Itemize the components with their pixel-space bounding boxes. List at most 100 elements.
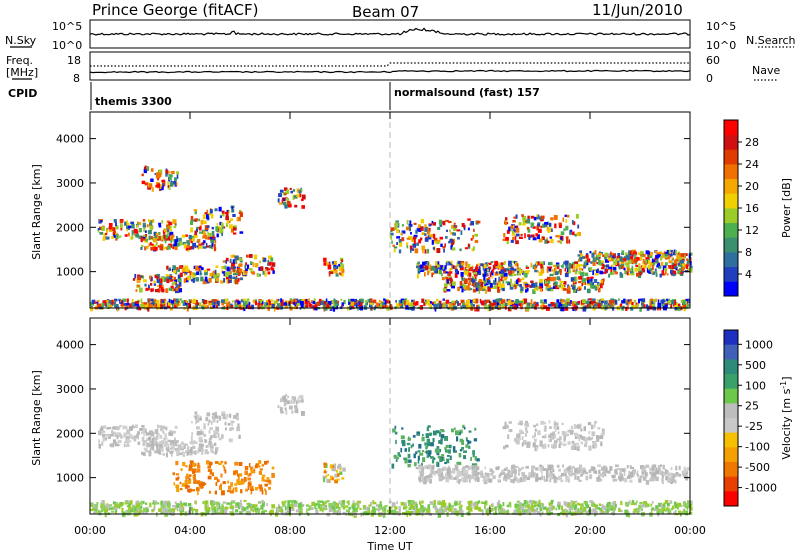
range-cell	[251, 271, 256, 274]
range-cell	[148, 183, 153, 188]
range-cell	[678, 253, 682, 256]
range-cell	[141, 180, 146, 185]
range-cell	[437, 261, 440, 266]
range-cell	[277, 303, 280, 308]
range-cell	[625, 501, 627, 506]
range-cell	[594, 306, 597, 309]
range-cell	[169, 307, 173, 311]
range-cell	[651, 258, 654, 263]
range-cell	[207, 212, 212, 216]
range-cell	[524, 504, 527, 508]
range-cell	[120, 226, 123, 231]
range-cell	[521, 466, 525, 470]
range-cell	[510, 278, 512, 283]
range-cell	[519, 429, 523, 435]
range-cell	[451, 247, 456, 251]
range-cell	[214, 415, 219, 419]
range-cell	[415, 451, 418, 455]
range-cell	[528, 236, 531, 240]
range-cell	[247, 305, 251, 309]
range-cell	[145, 502, 148, 505]
range-cell	[372, 299, 377, 304]
range-cell	[559, 285, 562, 288]
range-cell	[244, 300, 247, 306]
range-cell	[192, 446, 195, 449]
range-cell	[576, 502, 580, 506]
range-cell	[160, 186, 164, 191]
range-cell	[529, 235, 532, 238]
range-cell	[550, 269, 554, 272]
range-cell	[162, 431, 165, 434]
range-cell	[178, 265, 182, 269]
range-cell	[550, 217, 554, 221]
range-cell	[177, 444, 182, 449]
range-cell	[683, 474, 687, 478]
range-cell	[427, 270, 429, 276]
range-cell	[339, 468, 342, 471]
range-cell	[437, 455, 442, 459]
range-cell	[516, 265, 519, 270]
range-cell	[239, 499, 242, 502]
range-cell	[443, 507, 448, 512]
range-cell	[144, 246, 147, 251]
range-cell	[475, 478, 477, 482]
range-cell	[464, 474, 468, 479]
range-cell	[142, 428, 145, 434]
range-cell	[556, 426, 560, 430]
range-cell	[333, 260, 337, 265]
range-cell	[611, 512, 614, 515]
range-cell	[342, 268, 345, 273]
range-cell	[131, 298, 134, 303]
range-cell	[552, 475, 557, 479]
range-cell	[525, 266, 529, 269]
range-cell	[561, 472, 565, 477]
range-cell	[119, 424, 122, 428]
range-cell	[195, 500, 197, 505]
range-cell	[326, 478, 330, 483]
range-cell	[112, 300, 115, 302]
range-cell	[165, 443, 169, 447]
range-cell	[661, 270, 665, 274]
range-cell	[651, 501, 654, 504]
range-cell	[198, 265, 202, 268]
range-cell	[521, 431, 524, 434]
range-cell	[308, 505, 312, 511]
range-cell	[194, 209, 197, 215]
range-cell	[506, 268, 510, 272]
range-cell	[203, 299, 207, 305]
range-cell	[466, 506, 470, 510]
range-cell	[561, 422, 564, 426]
range-cell	[401, 427, 404, 430]
range-cell	[460, 504, 463, 508]
range-cell	[164, 298, 167, 304]
range-cell	[172, 505, 175, 508]
range-cell	[114, 441, 118, 445]
range-cell	[467, 273, 470, 277]
range-cell	[342, 500, 345, 504]
range-cell	[551, 502, 553, 507]
range-cell	[186, 307, 189, 312]
range-cell	[237, 475, 240, 481]
range-cell	[424, 476, 427, 481]
range-cell	[664, 267, 668, 271]
range-cell	[245, 303, 250, 306]
range-cell	[439, 223, 443, 227]
range-cell	[533, 502, 537, 505]
range-cell	[459, 286, 463, 289]
range-cell	[548, 222, 552, 227]
range-cell	[543, 428, 547, 432]
range-cell	[591, 252, 595, 258]
range-cell	[421, 511, 424, 514]
range-cell	[218, 415, 222, 421]
range-cell	[534, 302, 539, 306]
range-cell	[153, 507, 156, 511]
range-cell	[108, 226, 112, 230]
range-cell	[580, 304, 584, 307]
range-cell	[487, 286, 491, 292]
range-cell	[677, 306, 681, 311]
range-cell	[498, 303, 502, 307]
range-cell	[629, 299, 633, 305]
range-cell	[253, 300, 256, 304]
range-cell	[559, 239, 562, 245]
range-cell	[426, 450, 430, 455]
